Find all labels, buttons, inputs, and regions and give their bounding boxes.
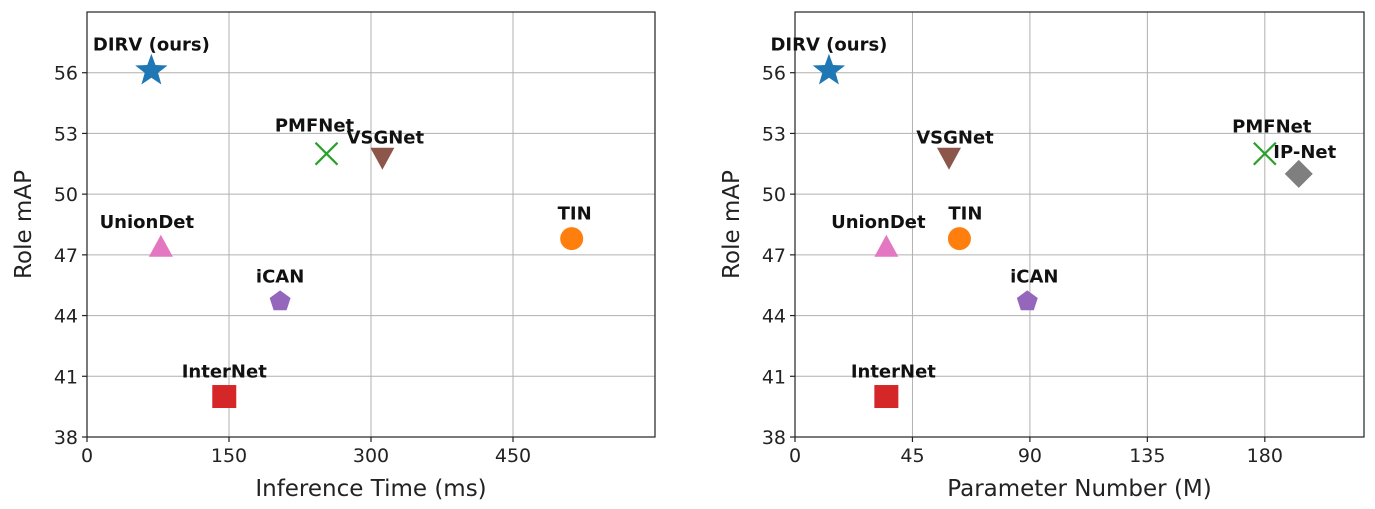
y-tick-label: 56 <box>762 63 786 85</box>
y-tick-label: 47 <box>762 245 786 267</box>
point-ican <box>269 290 291 311</box>
x-axis-label: Inference Time (ms) <box>255 476 486 502</box>
y-tick-label: 38 <box>54 427 78 449</box>
y-tick-label: 38 <box>762 427 786 449</box>
point-internet <box>212 385 237 409</box>
point-pmfnet <box>1253 141 1277 166</box>
inference-time-chart: 0 150 300 450 38 41 44 47 50 53 56 Inference Time (… <box>11 11 656 502</box>
point-uniondet <box>874 234 899 257</box>
x-tick-label: 0 <box>789 445 801 467</box>
point-label-tin: TIN <box>948 204 982 225</box>
y-tick-label: 44 <box>762 306 786 328</box>
x-tick-label: 135 <box>1129 445 1165 467</box>
x-tick-label: 90 <box>1018 445 1042 467</box>
point-vsgnet <box>936 147 961 170</box>
point-dirv-ours <box>135 53 168 85</box>
point-label-ip-net: IP-Net <box>1273 142 1336 163</box>
plot-frame <box>794 11 1365 438</box>
point-vsgnet <box>370 147 395 170</box>
point-dirv-ours <box>812 53 846 85</box>
y-tick-label: 41 <box>54 366 78 388</box>
point-pmfnet <box>314 141 339 166</box>
point-label-vsgnet: VSGNet <box>916 128 994 149</box>
x-tick-label: 0 <box>81 445 93 467</box>
point-tin <box>947 227 971 251</box>
y-axis-label: Role mAP <box>719 170 745 279</box>
point-label-vsgnet: VSGNet <box>347 128 425 149</box>
point-label-uniondet: UnionDet <box>100 212 195 233</box>
point-internet <box>874 385 899 409</box>
point-label-dirv-ours: DIRV (ours) <box>93 35 210 56</box>
y-tick-label: 44 <box>54 306 78 328</box>
x-tick-label: 450 <box>495 445 531 467</box>
x-tick-label: 300 <box>353 445 389 467</box>
parameter-number-chart: 0 45 90 135 180 38 41 44 47 50 53 56 Parameter Numbe… <box>719 11 1365 502</box>
point-label-pmfnet: PMFNet <box>1232 117 1312 138</box>
point-label-internet: InterNet <box>851 362 936 383</box>
point-label-pmfnet: PMFNet <box>275 116 355 137</box>
y-tick-label: 47 <box>54 245 78 267</box>
y-tick-label: 50 <box>762 184 786 206</box>
point-ican <box>1016 290 1038 311</box>
x-tick-label: 45 <box>900 445 924 467</box>
point-label-tin: TIN <box>558 204 592 225</box>
y-tick-label: 56 <box>54 63 78 85</box>
point-label-ican: iCAN <box>1010 266 1058 287</box>
x-tick-label: 180 <box>1247 445 1283 467</box>
y-tick-label: 41 <box>762 366 786 388</box>
point-uniondet <box>148 234 173 257</box>
y-tick-label: 53 <box>54 123 78 145</box>
point-ip-net <box>1284 159 1313 188</box>
point-label-uniondet: UnionDet <box>831 212 926 233</box>
point-tin <box>560 227 584 251</box>
point-label-internet: InterNet <box>182 362 267 383</box>
point-label-dirv-ours: DIRV (ours) <box>770 35 887 56</box>
x-tick-label: 150 <box>211 445 247 467</box>
y-axis-label: Role mAP <box>11 170 37 279</box>
y-tick-label: 50 <box>54 184 78 206</box>
x-axis-label: Parameter Number (M) <box>947 476 1211 502</box>
point-label-ican: iCAN <box>256 266 304 287</box>
y-tick-label: 53 <box>762 123 786 145</box>
